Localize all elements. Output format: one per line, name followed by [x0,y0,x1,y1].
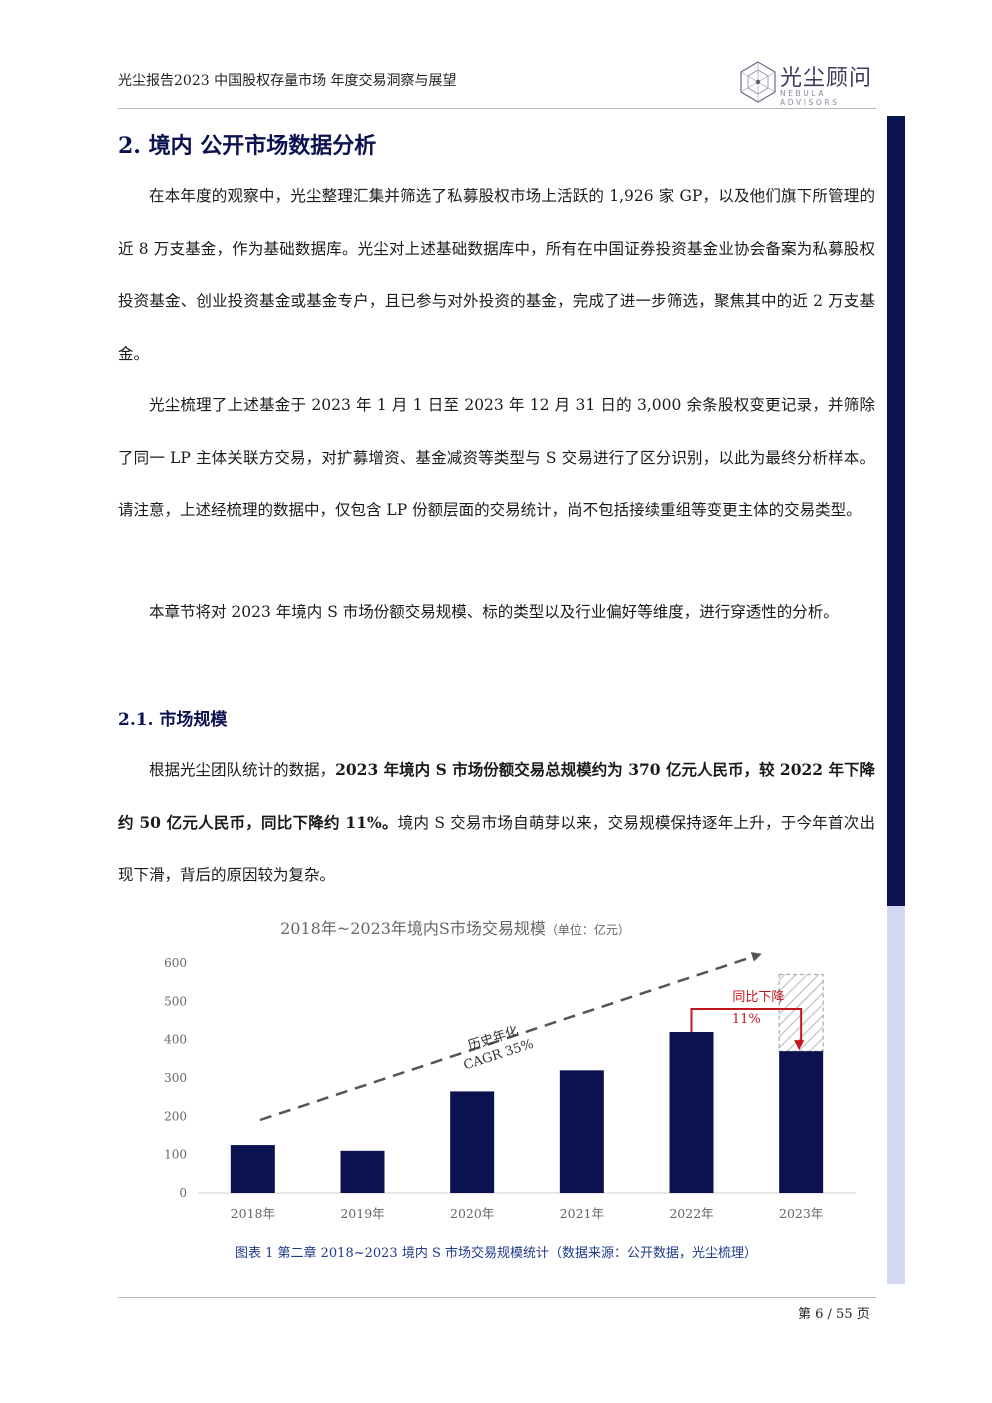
bar-2022年 [669,1032,714,1193]
page-number: 第 6 / 55 页 [798,1307,870,1322]
y-axis: 0 100 200 300 400 500 600 [164,956,187,1200]
x-tick-label: 2018年 [231,1206,275,1221]
x-tick-label: 2022年 [669,1206,713,1221]
paragraph-2: 光尘梳理了上述基金于 2023 年 1 月 1 日至 2023 年 12 月 3… [118,396,875,519]
side-bar-light [887,906,905,1284]
nebula-logo-icon [740,61,776,103]
bar-2023年 [779,1051,824,1193]
decline-label-line2: 11% [732,1012,761,1027]
paragraph-4: 根据光尘团队统计的数据，2023 年境内 S 市场份额交易总规模约为 370 亿… [118,744,875,902]
subsection-heading: 2.1. 市场规模 [118,710,228,730]
bar-2021年 [559,1070,604,1193]
company-logo: 光尘顾问 NEBULA ADVISORS [738,60,874,107]
y-tick-label: 0 [179,1186,187,1200]
x-tick-label: 2019年 [340,1206,384,1221]
trend-arrow [259,952,762,1122]
trend-label: 历史年化 CAGR 35% [462,1024,536,1074]
chart-title: 2018年~2023年境内S市场交易规模（单位：亿元） [280,919,630,938]
figure-caption: 图表 1 第二章 2018~2023 境内 S 市场交易规模统计（数据来源：公开… [234,1246,758,1261]
bar-2018年 [230,1145,275,1193]
report-header-title: 光尘报告2023 中国股权存量市场 年度交易洞察与展望 [118,73,457,89]
y-tick-label: 500 [164,994,187,1008]
decline-label-line1: 同比下降 [732,990,784,1005]
y-tick-label: 600 [164,956,187,970]
paragraph-4-prefix: 根据光尘团队统计的数据， [149,761,336,779]
bar-2020年 [450,1091,495,1193]
section-heading: 2. 境内 公开市场数据分析 [118,133,377,159]
y-tick-label: 100 [164,1148,187,1162]
y-tick-label: 400 [164,1033,187,1047]
paragraph-3: 本章节将对 2023 年境内 S 市场份额交易规模、标的类型以及行业偏好等维度，… [149,603,839,621]
header-divider [118,108,876,109]
side-bar-dark [887,116,905,906]
decline-arrow [690,1008,805,1051]
market-size-chart: 2018年~2023年境内S市场交易规模（单位：亿元） 0 100 200 300 40… [164,919,856,1221]
x-tick-label: 2021年 [560,1206,604,1221]
y-tick-label: 300 [164,1071,187,1085]
paragraph-4-suffix: 境内 S 交易市场自萌芽以来，交易规模保持逐年上升，于今年首次出现下滑，背后的原… [118,813,875,885]
chart-title-unit: （单位：亿元） [546,922,630,937]
logo-subtitle: NEBULA ADVISORS [780,89,840,107]
footer-divider [118,1297,876,1298]
logo-text: 光尘顾问 [780,66,873,91]
bars [230,1032,824,1193]
paragraph-4-highlight: 2023 年境内 S 市场份额交易总规模约为 370 亿元人民币，较 2022 … [118,760,875,832]
bar-2019年 [340,1150,385,1193]
y-tick-label: 200 [164,1109,187,1123]
x-tick-label: 2023年 [779,1206,823,1221]
paragraph-1: 在本年度的观察中，光尘整理汇集并筛选了私募股权市场上活跃的 1,926 家 GP… [118,187,875,363]
x-tick-label: 2020年 [450,1206,494,1221]
chart-title-main: 2018年~2023年境内S市场交易规模 [280,919,546,938]
x-axis-labels: 2018年 2019年 2020年 2021年 2022年 2023年 [231,1206,824,1221]
